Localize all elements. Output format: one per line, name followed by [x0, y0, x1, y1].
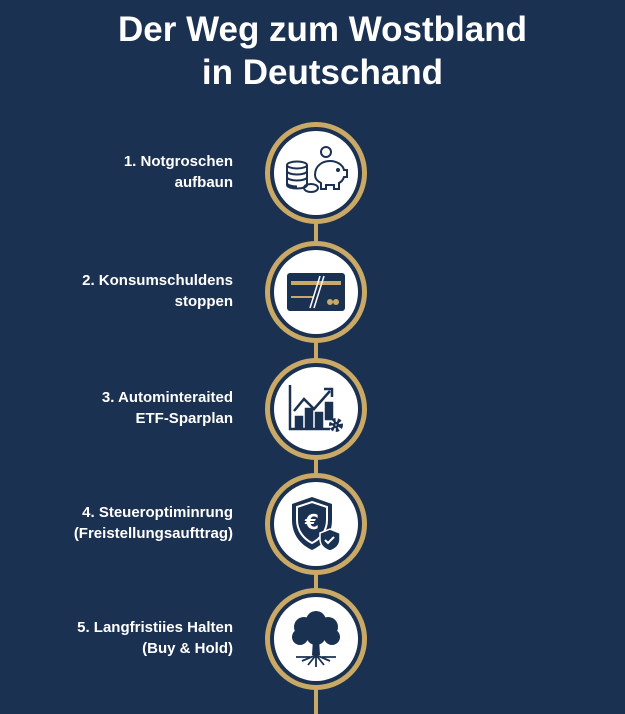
step-label: 1. Notgroschen aufbaun	[124, 151, 233, 193]
tree-roots-icon	[292, 611, 340, 667]
step-label-line: 5. Langfristiies Halten	[77, 619, 233, 636]
step-label: 2. Konsumschuldens stoppen	[82, 270, 233, 312]
step-label-line: 4. Steueroptiminrung	[82, 504, 233, 521]
step-5: 5. Langfristiies Halten (Buy & Hold)	[0, 588, 625, 690]
svg-text:€: €	[304, 510, 319, 534]
step-label-line: stoppen	[174, 293, 233, 310]
euro-shield-check-icon: €	[292, 497, 341, 552]
step-label-line: (Freistellungsaufttrag)	[73, 525, 233, 542]
credit-card-cut-icon	[287, 273, 345, 311]
step-label: 4. Steueroptiminrung (Freistellungsaufttr…	[74, 502, 233, 544]
step-ring	[265, 588, 367, 690]
step-label-line: 2. Konsumschuldens	[82, 272, 233, 289]
step-ring	[265, 358, 367, 460]
step-label-line: ETF-Sparplan	[135, 410, 233, 427]
step-label-line: aufbaun	[174, 174, 233, 191]
step-ring	[265, 122, 367, 224]
title-line-2: in Deutschand	[201, 53, 444, 92]
piggy-bank-coins-icon	[286, 146, 348, 193]
step-label-line: 3. Autominteraited	[101, 389, 233, 406]
step-label: 5. Langfristiies Halten (Buy & Hold)	[77, 617, 233, 659]
step-ring: €	[265, 473, 367, 575]
step-ring	[265, 241, 367, 343]
step-4: 4. Steueroptiminrung (Freistellungsaufttr…	[0, 473, 625, 575]
step-label-line: (Buy & Hold)	[142, 640, 233, 657]
page-title: Der Weg zum Wostbland in Deutschand	[0, 8, 625, 94]
title-line-1: Der Weg zum Wostbland	[117, 10, 527, 49]
step-1: 1. Notgroschen aufbaun	[0, 122, 625, 224]
step-3: 3. Autominteraited ETF-Sparplan	[0, 358, 625, 460]
step-label-line: 1. Notgroschen	[123, 153, 233, 170]
step-label: 3. Autominteraited ETF-Sparplan	[102, 387, 233, 429]
growth-chart-gear-icon	[288, 385, 343, 432]
step-2: 2. Konsumschuldens stoppen	[0, 241, 625, 343]
